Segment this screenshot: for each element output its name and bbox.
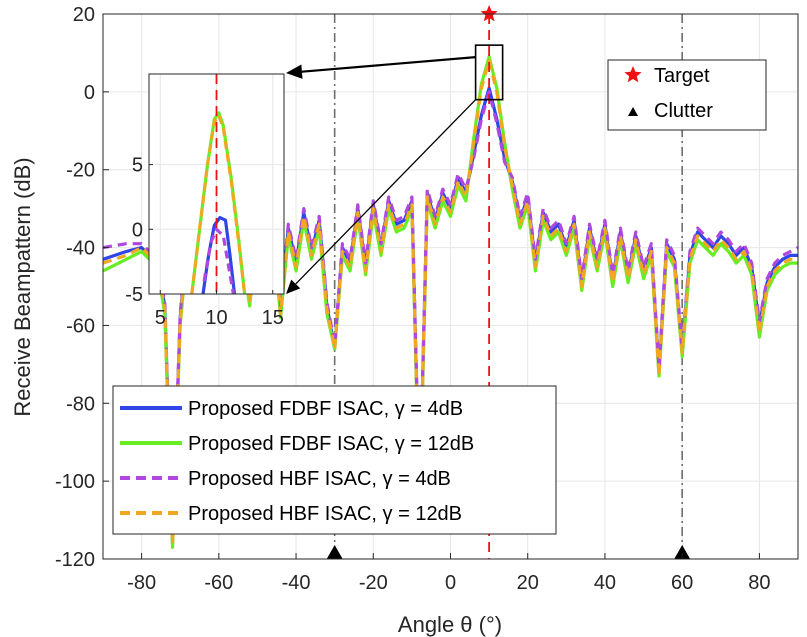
x-tick-label: -80 (127, 572, 156, 594)
clutter-triangle-icon (628, 107, 638, 116)
x-tick-label: 20 (517, 572, 539, 594)
legend-target-label: Target (654, 65, 710, 87)
x-tick-label: -20 (359, 572, 388, 594)
clutter-triangle-marker (674, 545, 691, 559)
y-axis-label: Receive Beampattern (dB) (10, 157, 35, 416)
target-star-icon (624, 66, 642, 83)
series-legend: Proposed FDBF ISAC, γ = 4dB Proposed FDB… (112, 385, 557, 535)
inset-x-tick-label: 5 (155, 307, 166, 329)
x-ticks: -80 -60 -40 -20 0 20 40 60 80 (127, 553, 771, 594)
x-axis-label: Angle θ (°) (398, 612, 502, 637)
zoom-source-box (474, 44, 504, 101)
legend-label-fdbf-12db: Proposed FDBF ISAC, γ = 12dB (188, 433, 474, 455)
y-tick-label: -20 (66, 160, 95, 182)
zoom-indicator (286, 44, 504, 294)
series-legend-box (112, 385, 557, 535)
inset-plot: 5 10 15 -5 0 5 (125, 73, 285, 329)
x-tick-label: 80 (748, 572, 770, 594)
x-tick-label: 0 (445, 572, 456, 594)
y-tick-label: -40 (66, 238, 95, 260)
y-tick-label: 20 (73, 4, 95, 26)
y-tick-label: -80 (66, 393, 95, 415)
x-tick-label: 40 (594, 572, 616, 594)
y-tick-label: -120 (55, 549, 95, 571)
markers-layer (326, 5, 691, 559)
legend-clutter-label: Clutter (654, 100, 713, 122)
marker-legend: Target Clutter (607, 59, 767, 131)
inset-ticks: 5 10 15 -5 0 5 (125, 155, 284, 329)
legend-label-hbf-12db: Proposed HBF ISAC, γ = 12dB (188, 503, 462, 525)
inset-y-tick-label: 5 (132, 155, 143, 177)
inset-y-tick-label: -5 (125, 284, 143, 306)
inset-series-layer (190, 111, 247, 294)
inset-series-line-2 (202, 227, 235, 294)
y-tick-label: -60 (66, 315, 95, 337)
legend-label-hbf-4db: Proposed HBF ISAC, γ = 4dB (188, 468, 451, 490)
x-tick-label: 60 (671, 572, 693, 594)
legend-label-fdbf-4db: Proposed FDBF ISAC, γ = 4dB (188, 398, 463, 420)
zoom-arrow-line (295, 99, 477, 285)
inset-x-tick-label: 15 (262, 307, 284, 329)
y-tick-label: 0 (84, 82, 95, 104)
clutter-triangle-marker (326, 545, 343, 559)
x-tick-label: -60 (204, 572, 233, 594)
y-ticks: -120 -100 -80 -60 -40 -20 0 20 (55, 4, 109, 571)
zoom-arrow-head (286, 279, 301, 294)
inset-x-tick-label: 10 (205, 307, 227, 329)
x-tick-label: -40 (282, 572, 311, 594)
inset-y-tick-label: 0 (132, 219, 143, 241)
zoom-arrow-line (301, 56, 476, 73)
y-tick-label: -100 (55, 471, 95, 493)
inset-series-line-3 (190, 113, 247, 294)
target-star-marker (480, 5, 498, 22)
zoom-arrow-head (286, 64, 303, 79)
